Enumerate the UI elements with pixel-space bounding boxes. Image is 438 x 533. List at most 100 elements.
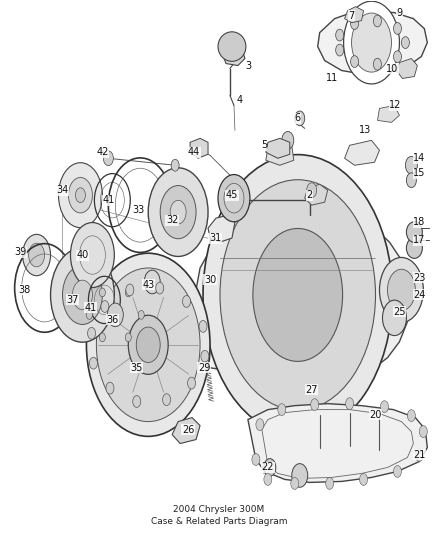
Ellipse shape xyxy=(50,248,114,342)
Text: 41: 41 xyxy=(84,303,96,313)
Text: 27: 27 xyxy=(305,385,318,394)
Ellipse shape xyxy=(224,183,244,213)
Ellipse shape xyxy=(125,288,131,297)
Ellipse shape xyxy=(252,454,260,465)
Ellipse shape xyxy=(72,280,92,310)
Text: 38: 38 xyxy=(18,285,31,295)
Text: 31: 31 xyxy=(209,233,221,243)
Ellipse shape xyxy=(406,173,417,188)
Ellipse shape xyxy=(144,270,160,294)
Ellipse shape xyxy=(75,188,85,203)
Ellipse shape xyxy=(148,168,208,256)
Text: 7: 7 xyxy=(349,11,355,21)
Ellipse shape xyxy=(106,382,114,394)
Ellipse shape xyxy=(326,478,334,489)
Polygon shape xyxy=(190,139,208,158)
Ellipse shape xyxy=(360,473,367,486)
Text: 25: 25 xyxy=(393,307,406,317)
Text: 17: 17 xyxy=(413,235,426,245)
Ellipse shape xyxy=(125,333,131,342)
Ellipse shape xyxy=(199,320,207,332)
Ellipse shape xyxy=(406,222,422,243)
Text: 42: 42 xyxy=(96,147,109,157)
Text: 36: 36 xyxy=(106,315,118,325)
Ellipse shape xyxy=(346,398,353,409)
Ellipse shape xyxy=(85,271,145,359)
Ellipse shape xyxy=(291,478,299,489)
Ellipse shape xyxy=(388,269,415,311)
Text: 23: 23 xyxy=(413,273,426,283)
Ellipse shape xyxy=(352,13,392,72)
Ellipse shape xyxy=(382,300,406,336)
Ellipse shape xyxy=(93,282,137,348)
Polygon shape xyxy=(305,184,328,205)
Polygon shape xyxy=(396,59,417,78)
Ellipse shape xyxy=(86,253,210,437)
Ellipse shape xyxy=(311,399,319,410)
Text: 30: 30 xyxy=(204,275,216,285)
Ellipse shape xyxy=(401,37,410,49)
Ellipse shape xyxy=(218,32,246,61)
Text: 22: 22 xyxy=(261,463,274,472)
Ellipse shape xyxy=(170,200,186,224)
Text: 29: 29 xyxy=(198,363,210,373)
Polygon shape xyxy=(208,215,235,242)
Ellipse shape xyxy=(183,295,191,308)
Text: 40: 40 xyxy=(76,250,88,260)
Ellipse shape xyxy=(393,51,402,62)
Ellipse shape xyxy=(107,303,124,327)
Ellipse shape xyxy=(88,327,95,339)
Text: 34: 34 xyxy=(57,185,69,195)
Ellipse shape xyxy=(220,180,375,410)
Ellipse shape xyxy=(336,29,344,41)
Ellipse shape xyxy=(218,174,250,222)
Ellipse shape xyxy=(415,450,424,462)
Text: 5: 5 xyxy=(261,140,267,150)
Ellipse shape xyxy=(162,394,170,406)
Polygon shape xyxy=(266,142,294,165)
Text: 43: 43 xyxy=(142,280,154,290)
Ellipse shape xyxy=(407,410,415,422)
Text: 11: 11 xyxy=(325,74,338,84)
Ellipse shape xyxy=(63,265,102,325)
Text: 4: 4 xyxy=(237,95,243,106)
Polygon shape xyxy=(318,11,427,75)
Ellipse shape xyxy=(203,155,392,435)
Text: 39: 39 xyxy=(14,247,27,257)
Ellipse shape xyxy=(86,310,92,319)
Text: 3: 3 xyxy=(245,61,251,70)
Ellipse shape xyxy=(96,268,200,422)
Text: 37: 37 xyxy=(66,295,79,305)
Ellipse shape xyxy=(264,473,272,486)
Polygon shape xyxy=(266,139,290,158)
Ellipse shape xyxy=(59,163,102,228)
Ellipse shape xyxy=(393,465,401,478)
Ellipse shape xyxy=(68,177,92,213)
Ellipse shape xyxy=(256,419,264,431)
Ellipse shape xyxy=(201,350,209,362)
Ellipse shape xyxy=(343,1,399,84)
Text: 33: 33 xyxy=(132,205,145,215)
Text: 26: 26 xyxy=(182,425,194,434)
Ellipse shape xyxy=(101,301,109,312)
Ellipse shape xyxy=(379,257,424,322)
Ellipse shape xyxy=(160,185,196,239)
Ellipse shape xyxy=(23,235,50,276)
Ellipse shape xyxy=(381,401,389,413)
Ellipse shape xyxy=(136,327,160,362)
Ellipse shape xyxy=(393,22,402,35)
Text: 45: 45 xyxy=(226,190,238,200)
Ellipse shape xyxy=(133,395,141,407)
Text: 21: 21 xyxy=(413,449,426,459)
Text: 10: 10 xyxy=(386,63,399,74)
Text: 15: 15 xyxy=(413,168,426,178)
Text: 12: 12 xyxy=(389,100,402,110)
Polygon shape xyxy=(378,106,399,123)
Polygon shape xyxy=(195,206,410,383)
Text: 14: 14 xyxy=(413,154,425,163)
Ellipse shape xyxy=(278,403,286,416)
Ellipse shape xyxy=(89,357,97,369)
Polygon shape xyxy=(172,417,200,443)
Text: 9: 9 xyxy=(396,7,403,18)
Ellipse shape xyxy=(374,58,381,70)
